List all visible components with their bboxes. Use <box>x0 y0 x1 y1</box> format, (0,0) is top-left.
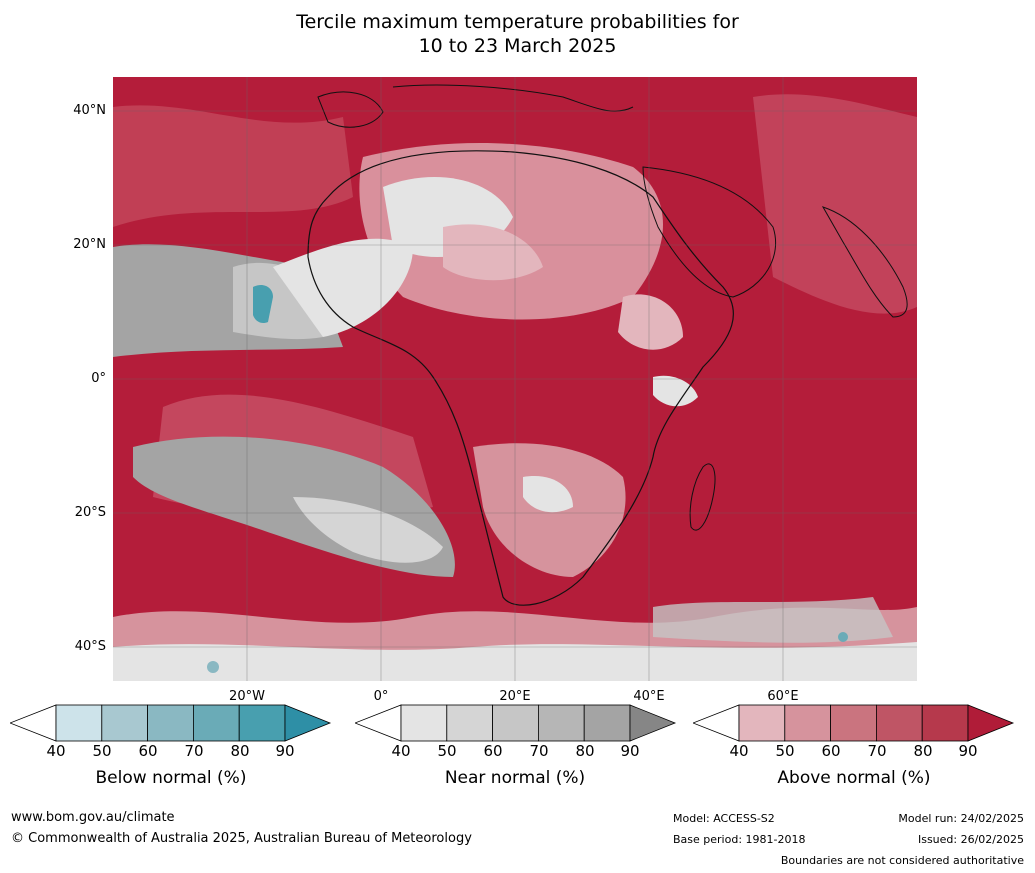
tick: 40 <box>391 742 411 760</box>
title-line-2: 10 to 23 March 2025 <box>418 35 617 57</box>
colorbar-above-boxes <box>738 704 969 742</box>
colorbar-near-swatch <box>492 704 539 742</box>
tick: 70 <box>184 742 204 760</box>
colorbar-above-swatch <box>875 704 923 742</box>
colorbar-near-swatch <box>537 704 585 742</box>
colorbar-near-swatch <box>446 704 494 742</box>
colorbar-above <box>693 704 1015 742</box>
lat-label-0: 0° <box>91 371 106 386</box>
colorbar-below-label: Below normal (%) <box>95 768 247 788</box>
lat-label-40s: 40°S <box>74 639 106 654</box>
issued-date: Issued: 26/02/2025 <box>917 833 1024 846</box>
tick: 80 <box>575 742 595 760</box>
lat-label-40n: 40°N <box>73 103 106 118</box>
tick: 70 <box>529 742 549 760</box>
colorbar-above-swatch <box>738 704 786 742</box>
lat-label-20n: 20°N <box>73 237 106 252</box>
tick: 60 <box>138 742 158 760</box>
base-period: Base period: 1981-2018 <box>673 833 806 846</box>
colorbar-above-swatch <box>784 704 832 742</box>
colorbar-near-extend <box>629 704 677 742</box>
tick: 80 <box>913 742 933 760</box>
map-svg <box>113 77 917 681</box>
copyright-text: © Commonwealth of Australia 2025, Austra… <box>11 831 472 846</box>
tick: 50 <box>92 742 112 760</box>
lat-label-20s: 20°S <box>74 505 106 520</box>
tick: 70 <box>867 742 887 760</box>
lon-label-60e: 60°E <box>767 689 799 704</box>
lon-label-20e: 20°E <box>499 689 531 704</box>
model-name: Model: ACCESS-S2 <box>673 812 775 825</box>
lon-label-20w: 20°W <box>229 689 265 704</box>
tick: 90 <box>275 742 295 760</box>
tick: 40 <box>729 742 749 760</box>
model-run-date: Model run: 24/02/2025 <box>898 812 1024 825</box>
tick: 60 <box>821 742 841 760</box>
map-title: Tercile maximum temperature probabilitie… <box>0 10 1035 58</box>
colorbar-above-swatch <box>830 704 877 742</box>
colorbar-near-swatch <box>583 704 631 742</box>
colorbar-below-swatch <box>192 704 240 742</box>
colorbar-below-extend <box>284 704 332 742</box>
tick: 90 <box>958 742 978 760</box>
colorbar-above-extend <box>967 704 1015 742</box>
website-link[interactable]: www.bom.gov.au/climate <box>11 810 175 825</box>
lon-label-40e: 40°E <box>633 689 665 704</box>
colorbar-above-swatch <box>921 704 969 742</box>
boundaries-disclaimer: Boundaries are not considered authoritat… <box>780 854 1024 867</box>
colorbar-below-swatch <box>101 704 149 742</box>
colorbar-above-label: Above normal (%) <box>777 768 931 788</box>
colorbar-below-boxes <box>55 704 286 742</box>
title-line-1: Tercile maximum temperature probabilitie… <box>296 11 739 33</box>
tick: 40 <box>46 742 66 760</box>
forecast-map <box>113 77 917 681</box>
tick: 90 <box>620 742 640 760</box>
colorbar-below-swatch <box>147 704 194 742</box>
colorbar-below-swatch <box>238 704 286 742</box>
lon-label-0: 0° <box>373 689 389 704</box>
tick: 60 <box>483 742 503 760</box>
colorbar-near-swatch <box>400 704 448 742</box>
tick: 80 <box>230 742 250 760</box>
colorbar-near-boxes <box>400 704 631 742</box>
colorbar-near <box>355 704 677 742</box>
colorbar-below-swatch <box>55 704 103 742</box>
tick: 50 <box>775 742 795 760</box>
colorbar-below <box>10 704 332 742</box>
colorbar-near-label: Near normal (%) <box>444 768 586 788</box>
tick: 50 <box>437 742 457 760</box>
